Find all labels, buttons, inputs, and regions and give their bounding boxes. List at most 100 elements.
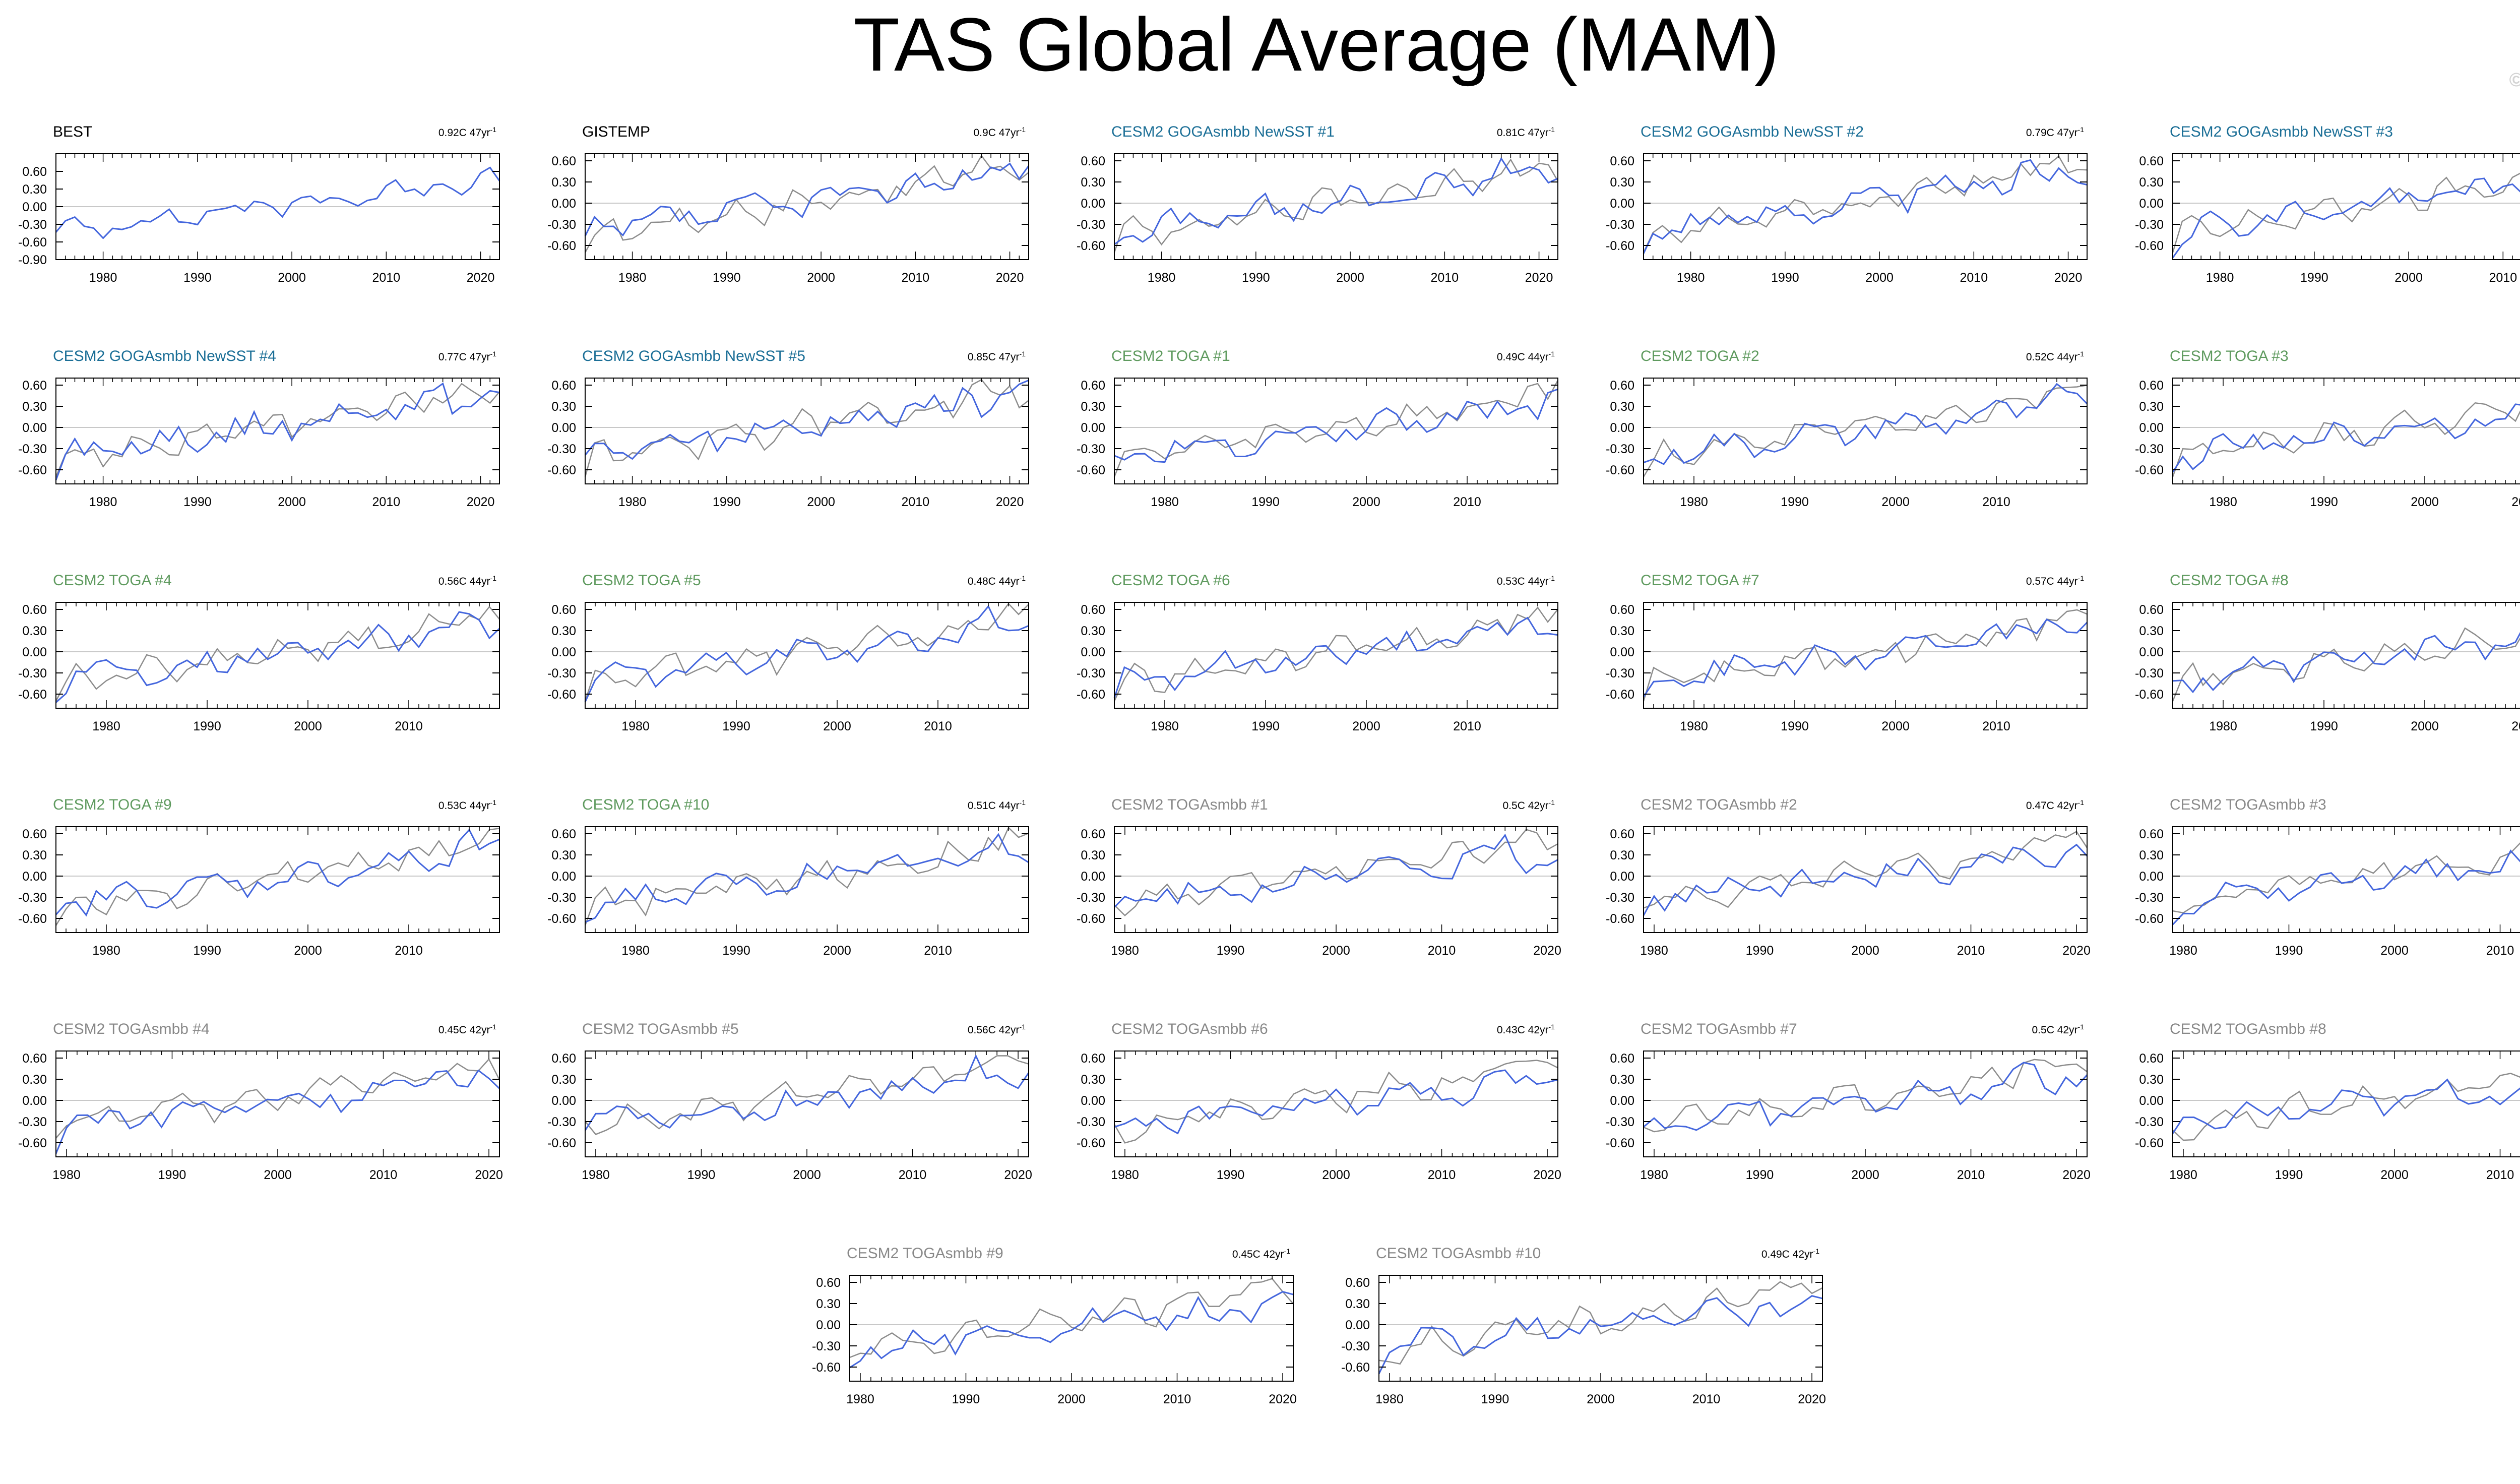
panel-plot: 0.60 0.30 0.00 -0.30 -0.60 1980 1990 2000 2010 20… xyxy=(18,1050,503,1182)
member-series-line xyxy=(55,611,500,703)
y-tick-label: 0.00 xyxy=(2139,197,2164,211)
member-series-line xyxy=(2172,1078,2520,1134)
y-tick-label: -0.30 xyxy=(1077,666,1105,681)
obs-series-line xyxy=(584,379,1029,477)
x-tick-label: 2000 xyxy=(2380,944,2409,958)
x-tick-label: 2010 xyxy=(1957,944,1985,958)
trend-exponent: -1 xyxy=(2077,574,2084,582)
x-tick-label: 2010 xyxy=(1453,719,1481,733)
x-tick-label: 1980 xyxy=(89,271,117,285)
trend-value: 0.53C 44yr xyxy=(1496,576,1549,587)
y-tick-label: -0.30 xyxy=(1606,1115,1634,1129)
y-tick-label: 0.30 xyxy=(551,624,576,638)
member-series-line xyxy=(55,1069,500,1154)
trend-label: 0.77C 47yr-1 xyxy=(438,350,496,363)
trend-label: 0.49C 42yr-1 xyxy=(1761,1247,1819,1261)
trend-label: 0.56C 44yr-1 xyxy=(438,574,496,588)
panel-title: CESM2 TOGA #5 xyxy=(582,572,701,589)
x-tick-label: 1980 xyxy=(1148,271,1176,285)
trend-exponent: -1 xyxy=(490,126,496,134)
y-tick-label: -0.60 xyxy=(1341,1361,1370,1375)
plot-frame xyxy=(585,378,1029,484)
obs-series-line xyxy=(1643,384,2088,477)
y-tick-label: -0.30 xyxy=(547,1115,576,1129)
x-tick-label: 1990 xyxy=(2310,719,2338,733)
trend-value: 0.77C 47yr xyxy=(438,351,490,363)
y-tick-label: -0.60 xyxy=(18,463,47,477)
x-tick-label: 2010 xyxy=(899,1168,927,1182)
y-tick-label: -0.60 xyxy=(1077,1136,1105,1150)
panel-title: CESM2 TOGA #2 xyxy=(1641,348,1759,364)
y-tick-label: -0.30 xyxy=(1606,442,1634,456)
trend-exponent: -1 xyxy=(2077,350,2084,358)
trend-value: 0.5C 42yr xyxy=(1502,800,1549,812)
y-tick-label: 0.30 xyxy=(1081,624,1105,638)
x-tick-label: 2000 xyxy=(1057,1392,1086,1406)
x-tick-label: 2020 xyxy=(1525,271,1553,285)
plot-frame xyxy=(2172,602,2520,709)
trend-label: 0.57C 44yr-1 xyxy=(2026,574,2084,588)
y-tick-label: 0.00 xyxy=(22,421,47,435)
x-tick-label: 1980 xyxy=(89,495,117,509)
panel-21: CESM2 TOGAsmbb #4 0.45C 42yr-1 0.60 0.30 0.0… xyxy=(18,1021,503,1197)
panel-17: CESM2 TOGA #10 0.51C 44yr-1 0.60 0.30 0.00 -0… xyxy=(547,796,1029,973)
panel-plot: 0.60 0.30 0.00 -0.30 -0.60 1980 1990 2000 2010 xyxy=(2135,602,2520,733)
x-tick-label: 2000 xyxy=(1336,271,1364,285)
x-tick-label: 1980 xyxy=(582,1168,610,1182)
obs-series-line xyxy=(1113,606,1558,702)
trend-label: 0.53C 44yr-1 xyxy=(438,798,496,812)
x-tick-label: 1980 xyxy=(1640,944,1668,958)
x-tick-label: 1980 xyxy=(1640,1168,1668,1182)
panel-plot: 0.60 0.30 0.00 -0.30 -0.60 1980 1990 2000 2010 20… xyxy=(1606,153,2088,285)
panel-title: BEST xyxy=(53,123,93,140)
x-tick-label: 2010 xyxy=(1982,495,2010,509)
x-tick-label: 2000 xyxy=(1865,271,1894,285)
y-tick-label: 0.30 xyxy=(1081,175,1105,190)
panel-title: CESM2 TOGAsmbb #9 xyxy=(847,1245,1003,1262)
trend-value: 0.56C 44yr xyxy=(438,576,490,587)
y-tick-label: -0.60 xyxy=(812,1361,841,1375)
member-series-line xyxy=(1113,616,1558,699)
panel-plot: 0.60 0.30 0.00 -0.30 -0.60 1980 1990 2000 2010 20… xyxy=(1077,1050,1561,1182)
x-tick-label: 2020 xyxy=(1533,1168,1561,1182)
x-tick-label: 2010 xyxy=(2511,495,2520,509)
x-tick-label: 1990 xyxy=(687,1168,716,1182)
member-series-line xyxy=(849,1290,1294,1369)
y-tick-label: 0.60 xyxy=(22,603,47,617)
y-tick-label: 0.00 xyxy=(816,1318,841,1332)
x-tick-label: 1990 xyxy=(722,944,750,958)
y-tick-label: 0.30 xyxy=(1081,400,1105,414)
x-tick-label: 1980 xyxy=(621,944,650,958)
obs-series-line xyxy=(55,383,500,477)
panel-6: CESM2 GOGAsmbb NewSST #4 0.77C 47yr-1 0.60… xyxy=(18,348,500,524)
y-tick-label: -0.30 xyxy=(18,218,47,232)
panel-title: CESM2 TOGA #4 xyxy=(53,572,172,589)
y-tick-label: -0.30 xyxy=(1077,218,1105,232)
trend-exponent: -1 xyxy=(1284,1247,1290,1255)
trend-exponent: -1 xyxy=(1548,574,1555,582)
y-tick-label: 0.60 xyxy=(22,827,47,841)
panel-title: CESM2 TOGAsmbb #10 xyxy=(1376,1245,1541,1262)
panel-plot: 0.60 0.30 0.00 -0.30 -0.60 1980 1990 2000 2010 xyxy=(1606,602,2088,733)
y-tick-label: 0.00 xyxy=(551,421,576,435)
panel-title: CESM2 GOGAsmbb NewSST #2 xyxy=(1641,123,1864,140)
y-tick-label: -0.60 xyxy=(1077,463,1105,477)
trend-value: 0.92C 47yr xyxy=(438,127,490,139)
x-tick-label: 2000 xyxy=(1881,495,1910,509)
obs-series-line xyxy=(55,605,500,702)
trend-value: 0.53C 44yr xyxy=(438,800,490,812)
trend-label: 0.81C 47yr-1 xyxy=(1497,126,1555,139)
x-tick-label: 2020 xyxy=(996,495,1024,509)
trend-exponent: -1 xyxy=(1019,350,1026,358)
panel-7: CESM2 GOGAsmbb NewSST #5 0.85C 47yr-1 0.60… xyxy=(547,348,1029,524)
trend-label: 0.9C 47yr-1 xyxy=(974,126,1026,139)
y-tick-label: -0.60 xyxy=(1606,463,1634,477)
x-tick-label: 2000 xyxy=(278,495,306,509)
y-tick-label: -0.60 xyxy=(2135,688,2164,702)
y-tick-label: 0.60 xyxy=(551,154,576,168)
panel-title: CESM2 TOGAsmbb #8 xyxy=(2170,1021,2326,1037)
obs-series-line xyxy=(584,826,1029,926)
watermark: © CVDP-LE xyxy=(2509,70,2520,91)
panel-18: CESM2 TOGAsmbb #1 0.5C 42yr-1 0.60 0.30 0.00… xyxy=(1077,796,1561,973)
trend-label: 0.5C 42yr-1 xyxy=(1503,798,1555,812)
